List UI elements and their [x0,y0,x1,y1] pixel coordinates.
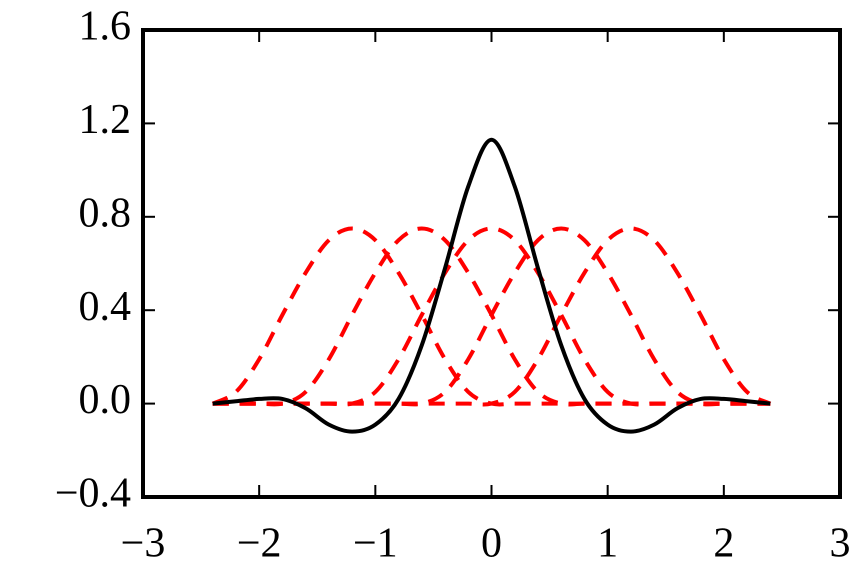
x-tick-label: −3 [121,521,166,567]
y-tick-label: 1.6 [79,4,132,50]
x-tick-label: 3 [830,521,851,567]
y-tick-label: 0.4 [79,284,132,330]
plot-frame [141,28,842,499]
y-tick-label: 1.2 [79,97,132,143]
x-tick-label: 0 [481,521,502,567]
y-tick-label: 0.0 [79,377,132,423]
x-tick-label: 2 [713,521,734,567]
dashed-line [212,226,771,407]
solid-line [212,137,771,434]
x-tick-label: −2 [237,521,282,567]
x-tick-label: 1 [597,521,618,567]
x-tick-label: −1 [353,521,398,567]
dashed-line [212,226,772,407]
y-tick-label: 0.8 [79,190,132,236]
y-tick-label: −0.4 [55,471,131,517]
